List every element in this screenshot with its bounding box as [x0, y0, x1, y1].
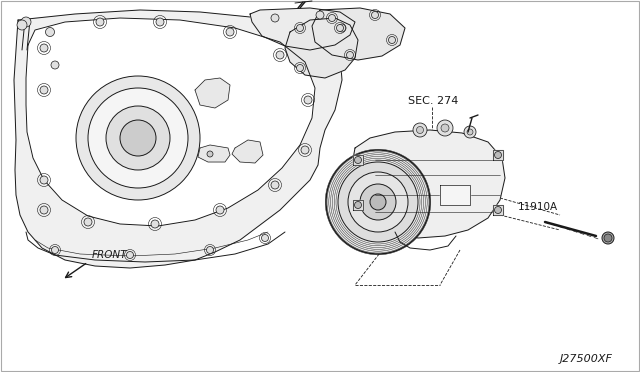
Circle shape: [296, 64, 303, 71]
Polygon shape: [232, 140, 263, 163]
Polygon shape: [195, 78, 230, 108]
Circle shape: [51, 61, 59, 69]
Circle shape: [338, 24, 346, 32]
Circle shape: [328, 15, 335, 22]
Polygon shape: [493, 205, 503, 215]
Circle shape: [495, 206, 502, 214]
Text: FRONT: FRONT: [92, 250, 127, 260]
Text: SEC. 274: SEC. 274: [408, 96, 458, 106]
Circle shape: [106, 106, 170, 170]
Polygon shape: [350, 130, 505, 238]
Circle shape: [604, 234, 612, 242]
Circle shape: [437, 120, 453, 136]
Circle shape: [207, 151, 213, 157]
Circle shape: [76, 76, 200, 200]
Circle shape: [346, 51, 353, 58]
Polygon shape: [250, 8, 355, 50]
Circle shape: [464, 126, 476, 138]
Circle shape: [301, 146, 309, 154]
Text: 11910A: 11910A: [518, 202, 558, 212]
Circle shape: [51, 247, 58, 253]
Circle shape: [360, 184, 396, 220]
Circle shape: [338, 162, 418, 242]
Circle shape: [88, 88, 188, 188]
Circle shape: [84, 218, 92, 226]
Circle shape: [120, 120, 156, 156]
Circle shape: [45, 28, 54, 36]
Circle shape: [96, 18, 104, 26]
Circle shape: [17, 20, 27, 30]
Polygon shape: [493, 150, 503, 160]
Circle shape: [40, 206, 48, 214]
Circle shape: [40, 176, 48, 184]
Circle shape: [151, 220, 159, 228]
Polygon shape: [440, 185, 470, 205]
Circle shape: [441, 124, 449, 132]
Circle shape: [226, 28, 234, 36]
Circle shape: [413, 123, 427, 137]
Circle shape: [40, 44, 48, 52]
Polygon shape: [285, 18, 358, 78]
Circle shape: [337, 25, 344, 32]
Text: J27500XF: J27500XF: [560, 354, 613, 364]
Circle shape: [348, 172, 408, 232]
Polygon shape: [26, 18, 315, 226]
Circle shape: [127, 251, 134, 259]
Circle shape: [602, 232, 614, 244]
Circle shape: [262, 234, 269, 241]
Circle shape: [495, 151, 502, 158]
Polygon shape: [353, 155, 363, 165]
Polygon shape: [353, 200, 363, 210]
Circle shape: [355, 157, 362, 164]
Polygon shape: [14, 10, 342, 268]
Circle shape: [370, 194, 386, 210]
Circle shape: [21, 17, 31, 27]
Polygon shape: [198, 145, 230, 162]
Circle shape: [417, 126, 424, 134]
Circle shape: [156, 18, 164, 26]
Circle shape: [304, 96, 312, 104]
Circle shape: [355, 202, 362, 208]
Circle shape: [216, 206, 224, 214]
Circle shape: [467, 129, 473, 135]
Circle shape: [271, 14, 279, 22]
Circle shape: [326, 150, 430, 254]
Circle shape: [371, 12, 378, 19]
Circle shape: [296, 25, 303, 32]
Polygon shape: [312, 8, 405, 60]
Circle shape: [207, 247, 214, 253]
Circle shape: [276, 51, 284, 59]
Circle shape: [40, 86, 48, 94]
Circle shape: [271, 181, 279, 189]
Circle shape: [388, 36, 396, 44]
Circle shape: [316, 11, 324, 19]
